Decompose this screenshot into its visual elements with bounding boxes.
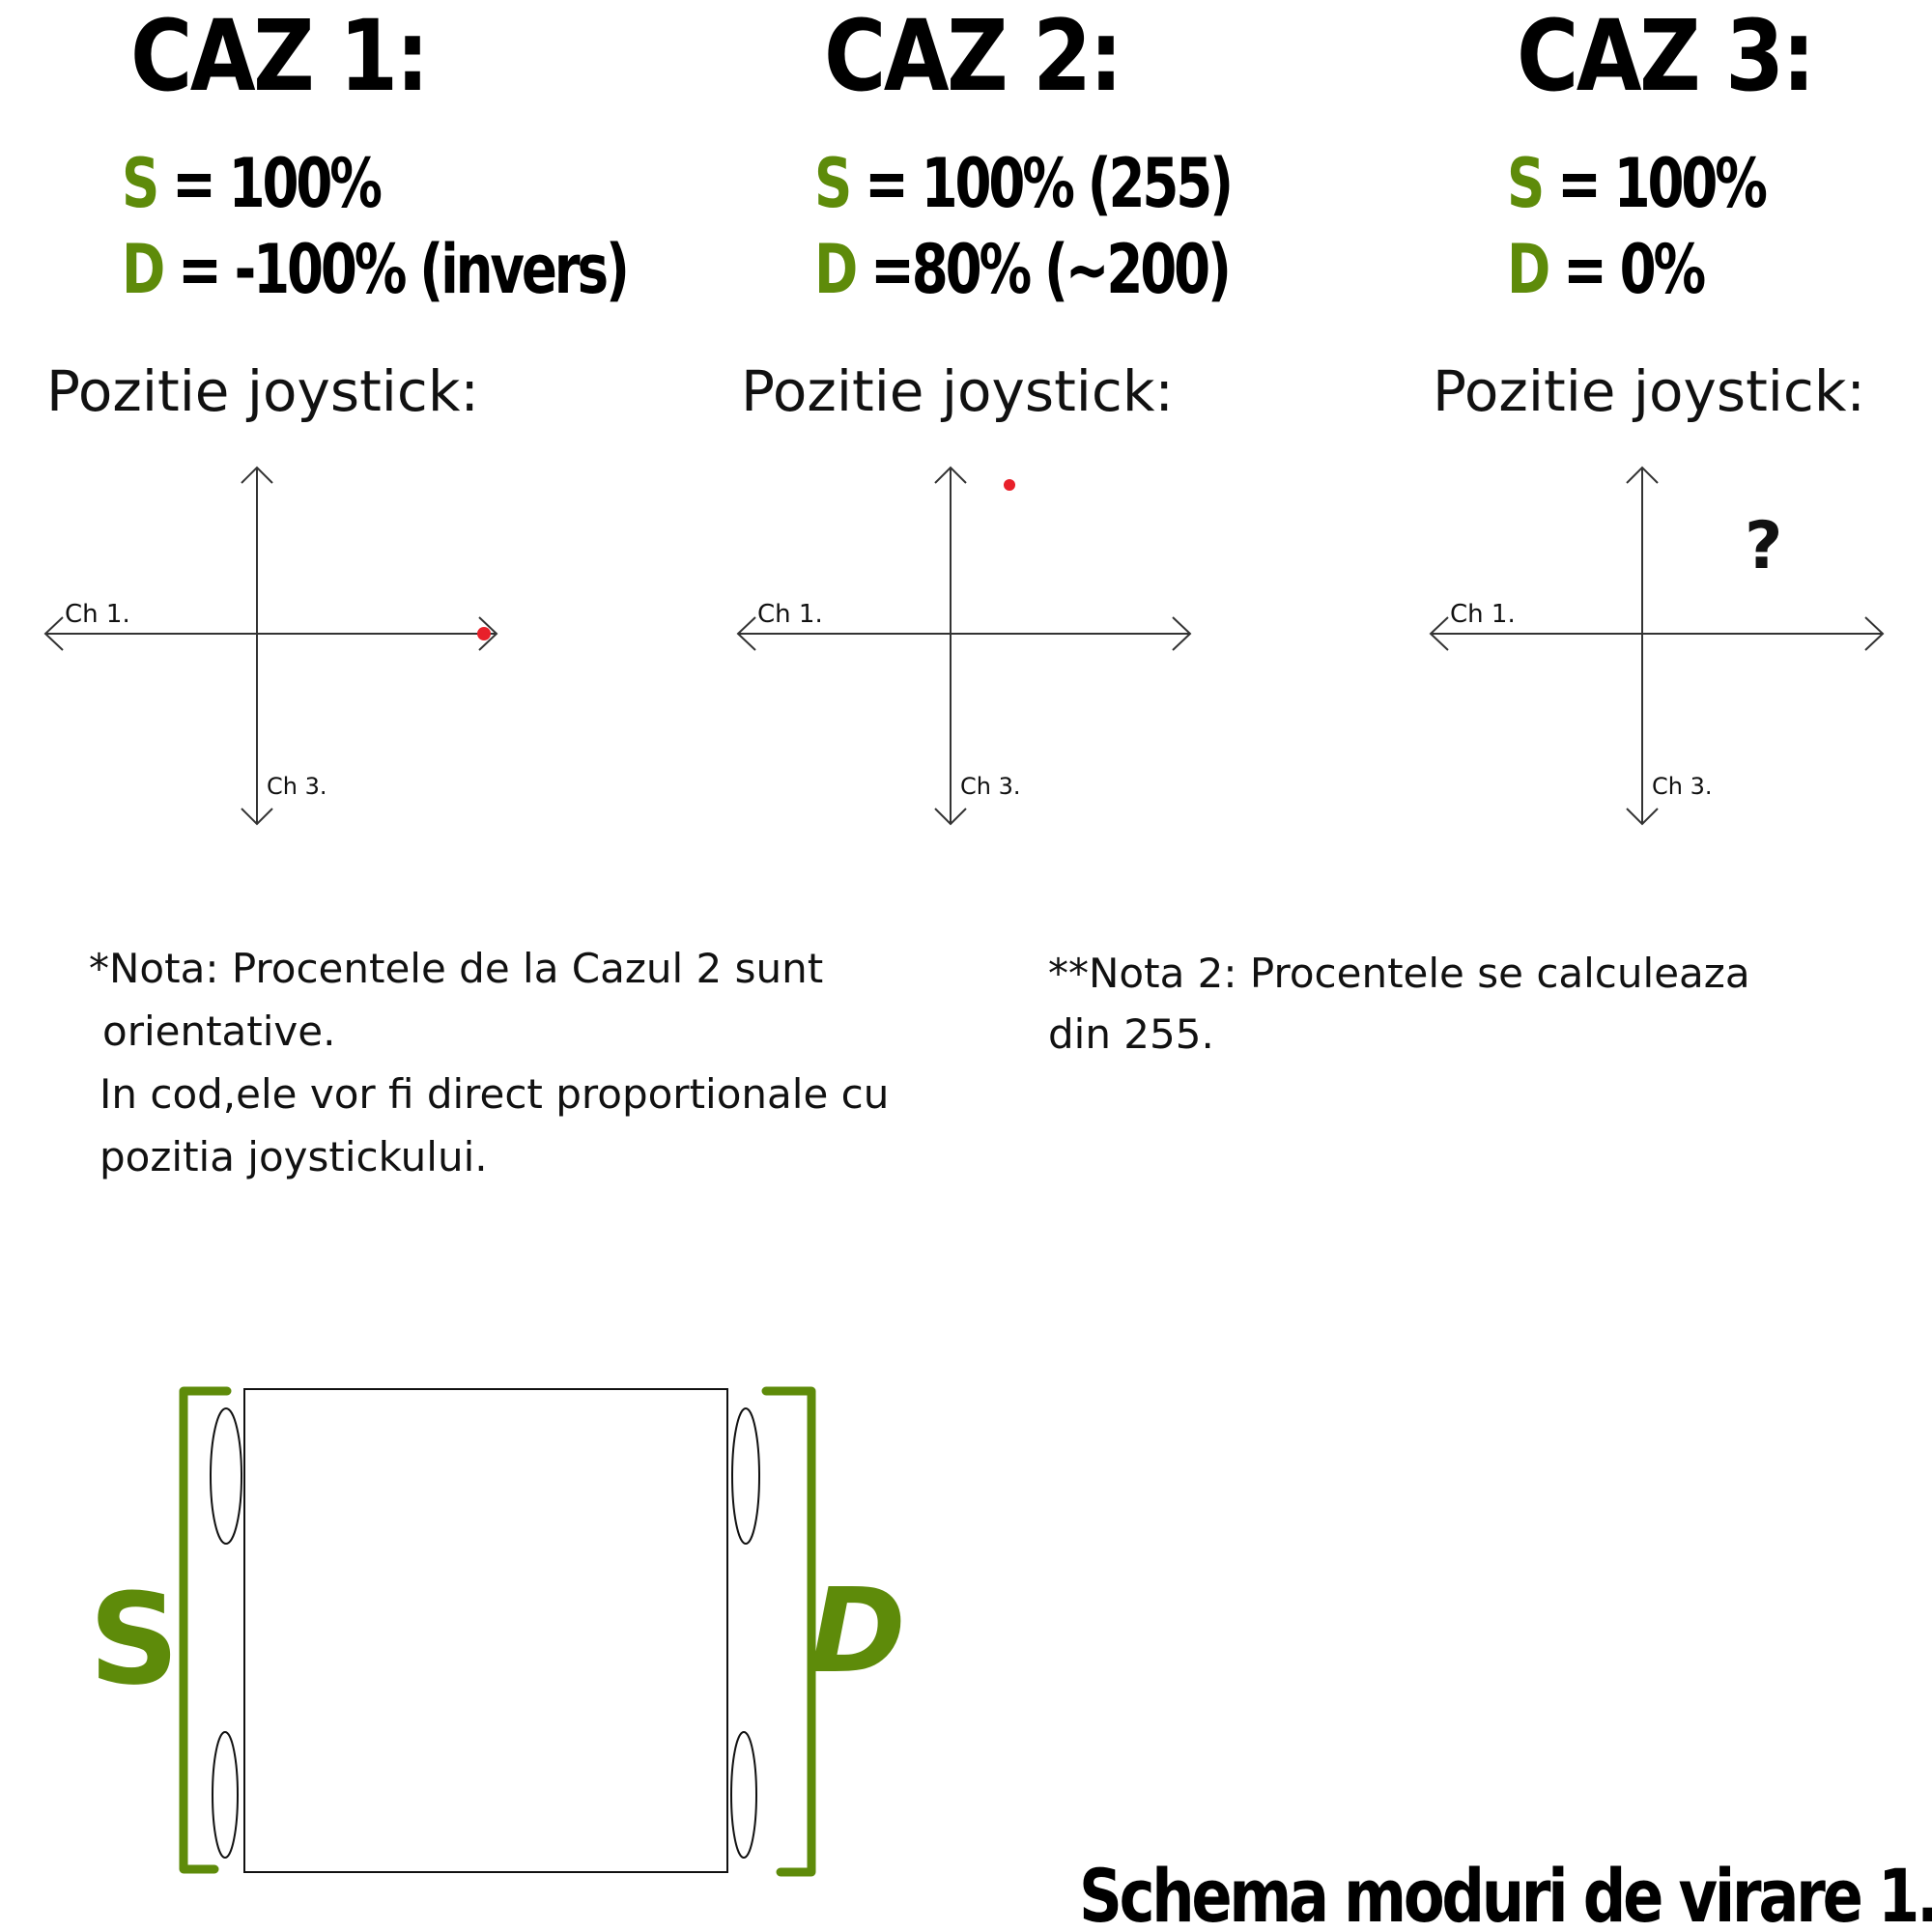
case-1-x-axis-label: Ch 1. — [65, 600, 130, 629]
case-2-s-letter: S — [814, 144, 852, 223]
wheel-rear-left — [212, 1731, 239, 1859]
case-3-s-letter: S — [1507, 144, 1545, 223]
case-3-up-arrowhead — [1626, 466, 1659, 484]
case-1-s-value: = 100% — [172, 144, 383, 223]
case-1-right-arrowhead — [478, 616, 498, 651]
joystick-axes-case-2 — [736, 466, 1192, 826]
note-1-line-1: *Nota: Procentele de la Cazul 2 sunt — [89, 945, 824, 992]
joystick-axes-case-1 — [43, 466, 498, 826]
case-1-up-arrowhead — [241, 466, 273, 484]
case-2-y-axis-label: Ch 3. — [960, 773, 1021, 800]
case-3-d-value: = 0% — [1563, 230, 1706, 309]
joystick-axes-case-3 — [1429, 466, 1885, 826]
case-3-d-letter: D — [1507, 230, 1550, 309]
note-2-line-1: **Nota 2: Procentele se calculeaza — [1048, 950, 1750, 997]
case-2-d-formula: D =80% (~200) — [814, 236, 1232, 303]
case-3-x-axis-label: Ch 1. — [1450, 600, 1516, 629]
wheel-rear-right — [730, 1731, 757, 1859]
case-1-y-axis-label: Ch 3. — [267, 773, 327, 800]
case-3-right-arrowhead — [1864, 616, 1885, 651]
vehicle-schematic — [179, 1386, 816, 1877]
case-1-position-label: Pozitie joystick: — [46, 358, 479, 424]
case-1-joystick-marker — [477, 627, 491, 640]
case-3-position-label: Pozitie joystick: — [1433, 358, 1865, 424]
case-3-title: CAZ 3: — [1517, 0, 1816, 114]
note-1-line-2: orientative. — [102, 1008, 336, 1055]
right-side-label: D — [810, 1565, 906, 1699]
case-1-down-arrowhead — [241, 808, 273, 826]
vehicle-body — [243, 1388, 728, 1873]
case-1-s-formula: S = 100% — [122, 150, 383, 217]
left-side-label: S — [89, 1566, 180, 1713]
case-2-right-arrowhead — [1172, 616, 1192, 651]
case-2-d-value: =80% (~200) — [870, 230, 1232, 309]
case-1-left-arrowhead — [43, 616, 64, 651]
case-3-s-formula: S = 100% — [1507, 150, 1768, 217]
case-3-y-axis-label: Ch 3. — [1652, 773, 1713, 800]
case-3-s-value: = 100% — [1557, 144, 1768, 223]
note-1-line-3: In cod,ele vor fi direct proportionale c… — [99, 1070, 890, 1118]
case-1-s-letter: S — [122, 144, 159, 223]
case-1-d-letter: D — [122, 230, 165, 309]
wheel-front-right — [731, 1407, 760, 1545]
case-3-unknown-marker: ? — [1745, 508, 1782, 584]
case-3-down-arrowhead — [1626, 808, 1659, 826]
diagram-caption: Schema moduri de virare 1. — [1079, 1853, 1932, 1932]
case-1-title: CAZ 1: — [130, 0, 430, 114]
case-2-up-arrowhead — [934, 466, 967, 484]
case-2-x-axis-label: Ch 1. — [757, 600, 823, 629]
case-2-d-letter: D — [814, 230, 858, 309]
right-side-bracket — [761, 1386, 816, 1877]
case-2-position-label: Pozitie joystick: — [741, 358, 1174, 424]
note-2-line-2: din 255. — [1048, 1010, 1214, 1058]
case-2-s-formula: S = 100% (255) — [814, 150, 1234, 217]
case-2-title: CAZ 2: — [824, 0, 1123, 114]
case-1-d-value: = -100% (invers) — [178, 230, 630, 309]
case-3-d-formula: D = 0% — [1507, 236, 1706, 303]
case-2-left-arrowhead — [736, 616, 756, 651]
case-3-left-arrowhead — [1429, 616, 1449, 651]
case-1-d-formula: D = -100% (invers) — [122, 236, 630, 303]
note-1-line-4: pozitia joystickului. — [99, 1133, 488, 1180]
case-2-joystick-marker — [1004, 479, 1015, 491]
wheel-front-left — [210, 1407, 242, 1545]
case-2-s-value: = 100% (255) — [865, 144, 1234, 223]
left-side-bracket — [179, 1386, 232, 1874]
case-2-down-arrowhead — [934, 808, 967, 826]
